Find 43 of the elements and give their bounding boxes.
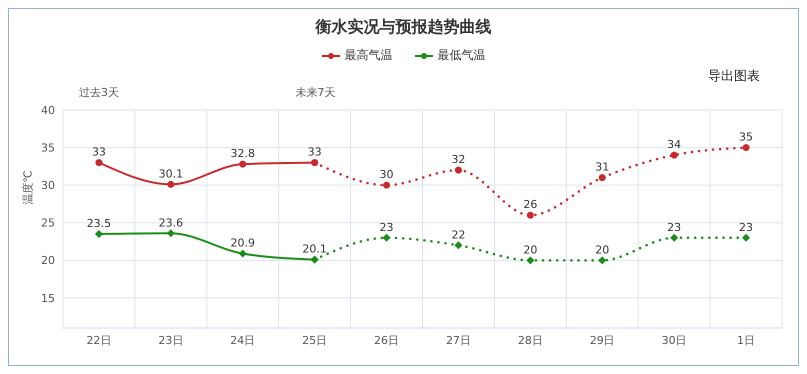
data-label: 30 <box>380 168 394 182</box>
data-label: 31 <box>595 160 610 174</box>
text: 过去3天 <box>79 85 120 100</box>
x-tick-label: 24日 <box>230 334 256 347</box>
data-label: 23.6 <box>158 216 184 230</box>
data-label: 33 <box>92 146 106 159</box>
data-label: 33 <box>308 146 322 159</box>
data-label: 32 <box>451 153 466 166</box>
data-label: 35 <box>739 130 754 144</box>
data-label: 20 <box>595 243 610 256</box>
data-label: 22 <box>451 228 466 242</box>
data-label: 23 <box>380 220 394 234</box>
x-tick-label: 26日 <box>374 334 400 347</box>
data-label: 20.9 <box>230 236 255 250</box>
data-label: 34 <box>667 138 682 152</box>
x-tick-label: 25日 <box>302 334 328 347</box>
y-tick-label: 40 <box>41 104 55 117</box>
data-label: 23 <box>739 220 754 234</box>
x-tick-label: 29日 <box>590 334 615 347</box>
y-tick-label: 35 <box>41 141 55 154</box>
x-tick-label: 23日 <box>158 334 184 347</box>
text: 未来7天 <box>295 85 336 100</box>
legend-label: 最低气温 <box>436 47 486 64</box>
y-tick-label: 25 <box>41 216 55 230</box>
legend-label: 最高气温 <box>344 47 392 64</box>
y-tick-label: 20 <box>41 254 55 268</box>
x-tick-label: 30日 <box>662 334 687 347</box>
data-label: 20 <box>523 243 538 256</box>
text: 导出图表 <box>708 68 760 85</box>
chart-title: 衡水实况与预报趋势曲线 <box>314 17 492 38</box>
data-label: 20.1 <box>302 242 327 256</box>
y-tick-label: 30 <box>41 179 55 192</box>
x-tick-label: 27日 <box>446 334 471 347</box>
data-label: 30.1 <box>158 167 184 180</box>
x-tick-label: 22日 <box>86 334 112 347</box>
data-label: 23.5 <box>86 217 112 230</box>
data-label: 26 <box>523 198 538 212</box>
y-tick-label: 15 <box>41 292 55 305</box>
x-tick-label: 1日 <box>737 334 756 347</box>
data-label: 32.8 <box>230 147 255 160</box>
y-axis-title: 温度℃ <box>20 170 36 205</box>
x-tick-label: 28日 <box>518 334 543 347</box>
data-label: 23 <box>667 220 682 234</box>
